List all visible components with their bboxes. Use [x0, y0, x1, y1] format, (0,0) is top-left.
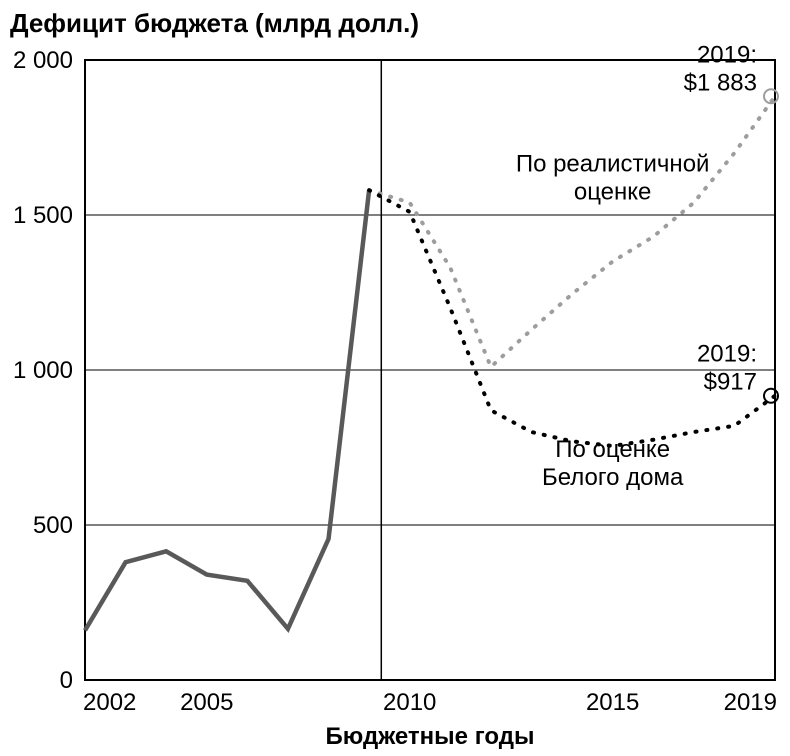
realistic-annotation-line2: $1 883 [684, 69, 757, 96]
y-tick-label: 1 000 [13, 357, 73, 384]
y-tick-label: 2 000 [13, 47, 73, 74]
y-tick-label: 0 [60, 667, 73, 694]
x-axis-label: Бюджетные годы [326, 723, 535, 750]
x-tick-label: 2002 [83, 689, 136, 716]
whitehouse-annotation-line1: 2019: [697, 341, 757, 368]
realistic-label-line: оценке [574, 179, 652, 206]
x-tick-label: 2005 [180, 689, 233, 716]
whitehouse-label-line: Белого дома [542, 464, 684, 491]
whitehouse-label-line: По оценке [555, 436, 670, 463]
x-tick-label: 2015 [586, 689, 639, 716]
realistic-annotation-line1: 2019: [697, 41, 757, 68]
x-tick-label: 2010 [383, 689, 436, 716]
whitehouse-annotation-line2: $917 [704, 369, 757, 396]
y-tick-label: 1 500 [13, 202, 73, 229]
chart-svg: 0 500 1 000 1 500 2 000 2002 2005 2010 2015 2019 Д… [0, 0, 790, 756]
chart-title: Дефицит бюджета (млрд долл.) [10, 8, 419, 38]
chart-container: 0 500 1 000 1 500 2 000 2002 2005 2010 2015 2019 Д… [0, 0, 790, 756]
y-tick-label: 500 [33, 512, 73, 539]
x-tick-label: 2019 [724, 689, 777, 716]
chart-bg [0, 0, 790, 756]
realistic-label-line: По реалистичной [516, 151, 710, 178]
